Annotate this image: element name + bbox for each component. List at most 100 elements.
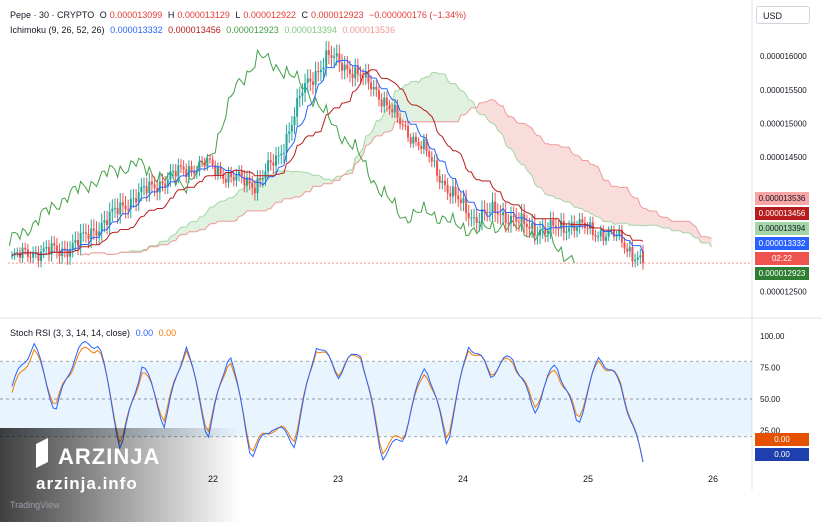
cloud-segment (614, 186, 617, 224)
candle-body (526, 224, 528, 227)
candle-body (278, 155, 280, 156)
candle-body (90, 229, 92, 240)
cloud-segment (580, 157, 583, 209)
cloud-segment (482, 102, 485, 115)
cloud-segment (603, 180, 606, 222)
cloud-segment (440, 74, 443, 122)
candle-body (423, 139, 425, 149)
candle-body (499, 214, 501, 215)
candle-body (259, 178, 261, 180)
candle-body (315, 71, 317, 85)
candle-body (600, 230, 602, 236)
stoch-k-value: 0.00 (136, 328, 154, 338)
price-badge: 0.00 (755, 448, 809, 461)
cloud-segment (453, 84, 456, 122)
cloud-segment (601, 173, 604, 221)
stoch-label[interactable]: Stoch RSI (3, 3, 14, 14, close) (10, 328, 130, 338)
candle-body (217, 167, 219, 175)
cloud-segment (609, 181, 612, 222)
candle-body (161, 181, 163, 183)
cloud-segment (215, 203, 218, 224)
cloud-segment (271, 173, 274, 209)
candle-body (412, 137, 414, 144)
ichimoku-lagging: 0.000012923 (226, 25, 279, 35)
candle-body (293, 117, 295, 125)
cloud-segment (635, 198, 638, 225)
cloud-segment (643, 208, 646, 225)
candle-body (478, 221, 480, 222)
candle-body (151, 181, 153, 184)
candle-body (510, 216, 512, 223)
candle-body (507, 223, 509, 224)
cloud-segment (529, 127, 532, 176)
cloud-segment (479, 103, 482, 115)
candle-body (125, 205, 127, 209)
candle-body (439, 176, 441, 183)
cloud-segment (297, 171, 300, 197)
candle-body (251, 183, 253, 188)
cloud-segment (239, 190, 242, 216)
cloud-segment (566, 147, 569, 202)
candle-body (330, 55, 332, 58)
candle-body (333, 57, 335, 58)
candle-body (462, 198, 464, 203)
candle-body (581, 219, 583, 222)
cloud-segment (646, 208, 649, 225)
candle-body (230, 172, 232, 177)
cloud-segment (376, 120, 379, 135)
cloud-segment (305, 173, 308, 192)
ichimoku-label[interactable]: Ichimoku (9, 26, 52, 26) (10, 25, 105, 35)
candle-body (164, 184, 166, 187)
candle-body (637, 257, 639, 259)
cloud-segment (611, 186, 614, 224)
low-value: 0.000012922 (243, 10, 296, 20)
candle-body (56, 245, 58, 251)
price-badge: 0.000012923 (755, 267, 809, 280)
high-value: 0.000013129 (177, 10, 230, 20)
candle-body (45, 247, 47, 248)
candle-body (399, 118, 401, 124)
candle-body (481, 209, 483, 221)
candle-body (436, 161, 438, 176)
symbol-title[interactable]: Pepe · 30 · CRYPTO (10, 10, 94, 20)
price-badge: 0.000013536 (755, 192, 809, 205)
candle-body (346, 65, 348, 70)
cloud-segment (162, 241, 165, 245)
cloud-segment (630, 193, 633, 225)
candle-body (254, 188, 256, 193)
candle-body (558, 228, 560, 229)
cloud-segment (508, 117, 511, 149)
cloud-segment (511, 117, 514, 152)
stoch-tick-label: 100.00 (760, 332, 785, 341)
candle-body (183, 167, 185, 170)
cloud-segment (540, 136, 543, 190)
cloud-segment (648, 210, 651, 225)
candle-body (301, 93, 303, 97)
cloud-segment (419, 79, 422, 122)
cloud-segment (289, 171, 292, 199)
candle-body (66, 250, 68, 257)
cloud-segment (223, 200, 226, 221)
watermark-url: arzinja.info (36, 474, 138, 494)
cloud-segment (661, 217, 664, 228)
candle-body (143, 186, 145, 187)
candle-body (74, 240, 76, 243)
candle-body (420, 146, 422, 149)
candle-body (381, 100, 383, 107)
cloud-segment (424, 77, 427, 122)
candle-body (109, 212, 111, 225)
candle-body (122, 202, 124, 205)
candle-body (626, 249, 628, 252)
price-badge: 0.000013394 (755, 222, 809, 235)
stoch-legend: Stoch RSI (3, 3, 14, 14, close) 0.00 0.0… (10, 328, 179, 338)
candle-body (455, 187, 457, 196)
cloud-segment (545, 144, 548, 195)
candle-body (323, 67, 325, 70)
candle-body (349, 69, 351, 74)
currency-selector[interactable]: USD (756, 6, 810, 24)
candle-body (233, 177, 235, 181)
cloud-segment (221, 201, 224, 221)
close-label: C (302, 10, 309, 20)
cloud-segment (585, 161, 588, 212)
candle-body (43, 248, 45, 251)
